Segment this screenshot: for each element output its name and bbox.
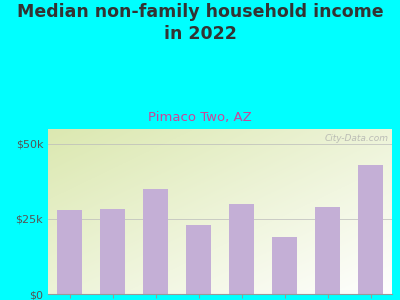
Text: City-Data.com: City-Data.com <box>324 134 388 143</box>
Bar <box>57 210 82 294</box>
Text: Median non-family household income
in 2022: Median non-family household income in 20… <box>17 3 383 43</box>
Bar <box>186 225 212 294</box>
Bar <box>315 207 340 294</box>
Bar <box>100 208 126 294</box>
Bar <box>229 204 254 294</box>
Bar <box>358 165 383 294</box>
Bar <box>272 237 297 294</box>
Bar <box>142 189 168 294</box>
Text: Pimaco Two, AZ: Pimaco Two, AZ <box>148 111 252 124</box>
